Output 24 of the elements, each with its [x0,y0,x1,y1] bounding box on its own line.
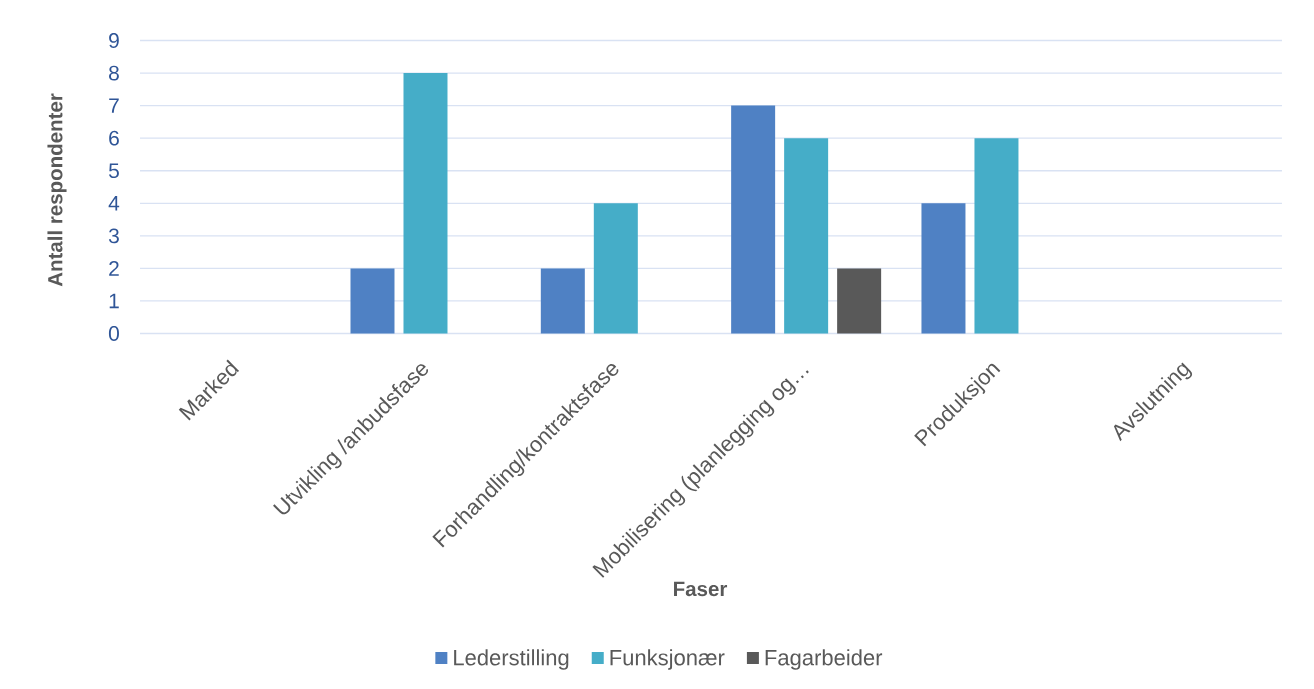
bar [974,138,1019,334]
bar [403,73,448,334]
y-tick-label: 5 [108,163,119,179]
y-tick-label: 8 [109,65,119,81]
legend-label: Fagarbeider [765,649,883,670]
legend-label: Lederstilling [454,649,569,670]
bar [731,105,776,334]
y-tick-label: 0 [108,326,119,341]
legend-label: Funksjonær [610,649,725,670]
bar [921,203,966,334]
y-axis-title: Antall respondenter [47,93,67,287]
y-tick-label: 4 [108,196,120,211]
y-tick-label: 9 [109,33,119,48]
bar [837,268,882,334]
bar [784,138,829,334]
y-tick-label: 6 [109,130,119,146]
y-tick-label: 2 [109,261,119,276]
y-tick-label: 1 [109,293,119,309]
y-tick-label: 3 [108,228,119,244]
bar [593,203,638,334]
x-axis-title: Faser [674,581,728,597]
bar [350,268,395,334]
y-tick-label: 7 [109,98,119,113]
bar [540,268,585,334]
